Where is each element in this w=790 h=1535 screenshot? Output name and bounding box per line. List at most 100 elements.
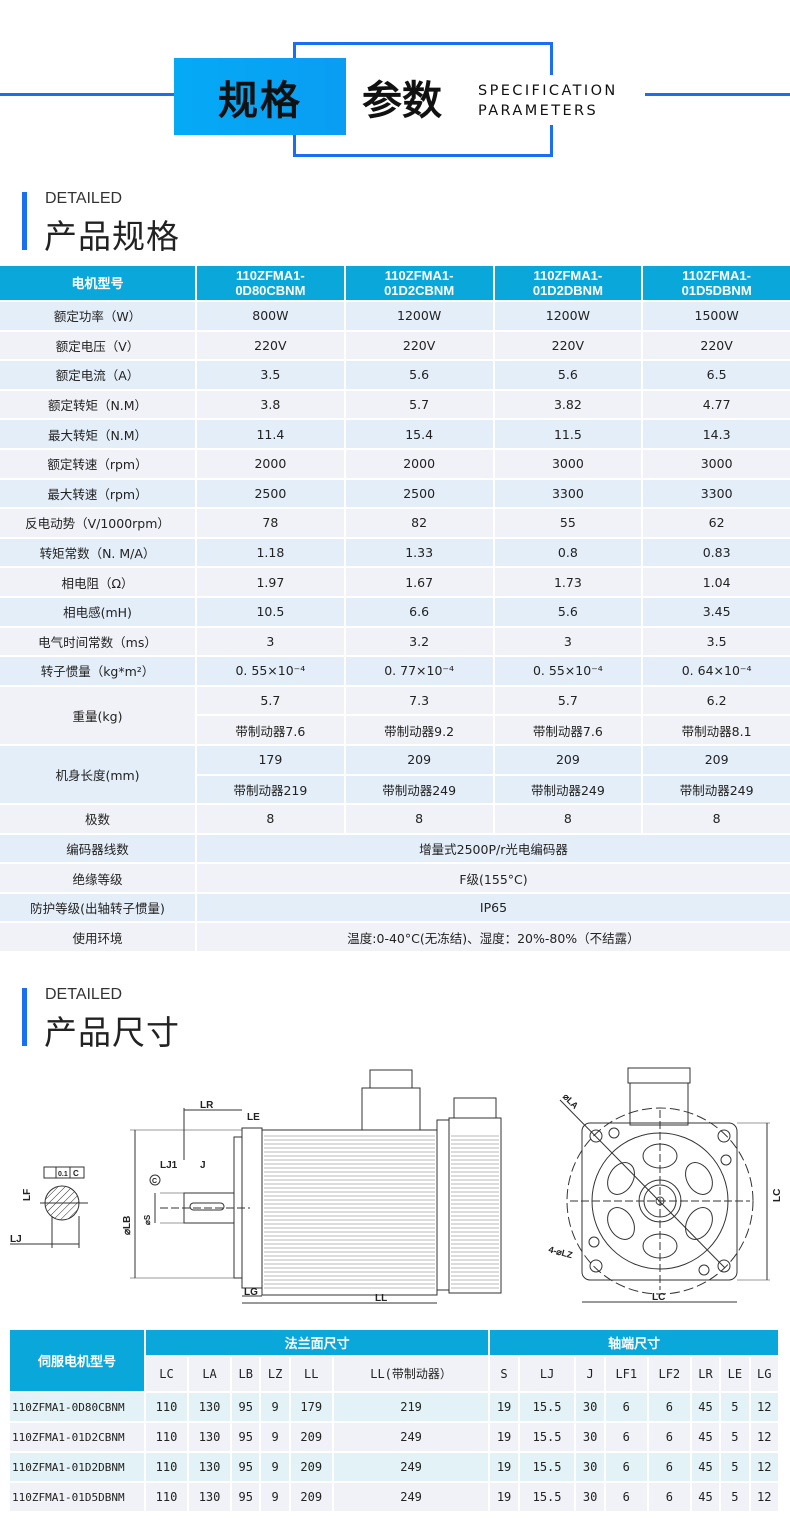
spec-value: 1500W	[643, 302, 790, 330]
column-header: S	[490, 1357, 518, 1391]
dimension-drawing: LF LJ 0.1 C LR LE LJ1 J C ⌀LB ⌀S LG LL ⌀…	[10, 1067, 783, 1304]
spec-label: 额定转速（rpm）	[0, 449, 195, 478]
spec-label: 额定转矩（N.M）	[0, 390, 195, 419]
spec-merged-value: F级(155°C)	[197, 864, 790, 892]
spec-value: 3.2	[345, 627, 493, 656]
column-header: LG	[750, 1357, 778, 1391]
spec-value: 3.5	[197, 361, 344, 389]
dim-value: 15.5	[519, 1393, 575, 1421]
spec-row: 绝缘等级 F级(155°C)	[0, 864, 790, 892]
dim-value: 19	[490, 1393, 518, 1421]
spec-label: 防护等级(出轴转子惯量)	[0, 893, 195, 922]
section-eyebrow: DETAILED	[45, 190, 123, 207]
spec-value: 220V	[494, 331, 642, 360]
section-title: 产品尺寸	[44, 1013, 180, 1052]
spec-label: 转子惯量（kg*m²）	[0, 657, 195, 685]
spec-row: 机身长度(mm) 179 209 209 209	[0, 745, 790, 804]
spec-merged-value: 温度:0-40°C(无冻结)、湿度：20%-80%（不结露）	[197, 923, 790, 952]
motor-side-view: LR LE LJ1 J C ⌀LB ⌀S LG LL	[122, 1069, 502, 1304]
dim-value: 15.5	[519, 1423, 575, 1451]
subtitle-line2: PARAMETERS	[478, 103, 599, 119]
spec-value: 220V	[345, 331, 493, 360]
model-cell: 110ZFMA1-01D2DBNM	[10, 1453, 144, 1481]
spec-value: 209	[643, 745, 790, 774]
spec-row: 转矩常数（N. M/A） 1.18 1.33 0.8 0.83	[0, 538, 790, 567]
model-header-line: 110ZFMA1-	[384, 268, 454, 283]
shaft-section-view: LF LJ 0.1 C	[10, 1166, 88, 1248]
spec-row: 防护等级(出轴转子惯量) IP65	[0, 893, 790, 922]
model-header-line: 0D80CBNM	[235, 283, 306, 298]
spec-row: 额定转矩（N.M） 3.8 5.7 3.82 4.77	[0, 390, 790, 419]
spec-value: 78	[197, 509, 344, 537]
column-header: LA	[189, 1357, 231, 1391]
group-flange: 法兰面尺寸	[146, 1330, 489, 1355]
dim-value: 9	[261, 1453, 289, 1481]
dim-column-row: LC LA LB LZ LL LL(带制动器） S LJ J LF1 LF2 LR LE LG	[10, 1357, 778, 1391]
label-lz: 4-⌀LZ	[547, 1244, 574, 1260]
spec-value: 220V	[643, 331, 790, 360]
spec-label: 反电动势（V/1000rpm）	[0, 509, 195, 537]
spec-label: 最大转矩（N.M）	[0, 420, 195, 448]
spec-value: 0. 77×10⁻⁴	[345, 657, 493, 685]
spec-value: 5.7	[197, 686, 344, 715]
dim-value: 209	[290, 1483, 332, 1511]
spec-row: 转子惯量（kg*m²） 0. 55×10⁻⁴ 0. 77×10⁻⁴ 0. 55×10⁻…	[0, 657, 790, 685]
spec-value: 2500	[197, 479, 344, 508]
spec-value: 1.04	[643, 568, 790, 596]
spec-value: 1200W	[494, 302, 642, 330]
spec-label: 使用环境	[0, 923, 195, 952]
section-bar	[22, 988, 27, 1046]
label-tol: 0.1	[58, 1171, 68, 1178]
spec-value: 1.97	[197, 568, 344, 596]
model-header-line: 110ZFMA1-	[533, 268, 603, 283]
spec-label: 相电阻（Ω）	[0, 568, 195, 596]
spec-value: 4.77	[643, 390, 790, 419]
label-lc-horizontal: LC	[652, 1292, 665, 1303]
spec-value: 209	[494, 745, 642, 774]
spec-merged-value: 增量式2500P/r光电编码器	[197, 834, 790, 863]
spec-row: 极数 8 8 8 8	[0, 805, 790, 833]
spec-value: 800W	[197, 302, 344, 330]
spec-value: 11.4	[197, 420, 344, 448]
dim-value: 130	[189, 1453, 231, 1481]
dim-value: 30	[576, 1393, 604, 1421]
spec-value: 8	[494, 805, 642, 833]
header-line-right	[645, 93, 790, 96]
spec-value: 带制动器8.1	[643, 716, 790, 744]
corner-header: 电机型号	[0, 266, 195, 300]
dim-group-row: 伺服电机型号 法兰面尺寸 轴端尺寸	[10, 1330, 778, 1391]
spec-value: 1.73	[494, 568, 642, 596]
motor-front-view: ⌀LA 4-⌀LZ LC LC	[547, 1067, 783, 1303]
column-header: LL	[290, 1357, 332, 1391]
spec-value: 179	[197, 745, 344, 774]
spec-value: 8	[345, 805, 493, 833]
dim-value: 130	[189, 1423, 231, 1451]
label-j: J	[200, 1160, 206, 1171]
spec-value: 1.33	[345, 538, 493, 567]
spec-row: 使用环境 温度:0-40°C(无冻结)、湿度：20%-80%（不结露）	[0, 923, 790, 952]
dim-value: 9	[261, 1483, 289, 1511]
dim-value: 45	[691, 1483, 720, 1511]
spec-value: 带制动器249	[643, 775, 790, 804]
header-title-b: 参数	[362, 68, 442, 126]
spec-value: 带制动器249	[494, 775, 642, 804]
spec-row: 最大转矩（N.M） 11.4 15.4 11.5 14.3	[0, 420, 790, 448]
dim-value: 5	[721, 1453, 749, 1481]
model-header: 110ZFMA1- 0D80CBNM	[197, 266, 344, 300]
spec-label: 最大转速（rpm）	[0, 479, 195, 508]
dim-value: 179	[290, 1393, 332, 1421]
group-shaft: 轴端尺寸	[490, 1330, 778, 1355]
spec-merged-value: IP65	[197, 893, 790, 922]
dim-value: 45	[691, 1393, 720, 1421]
dimension-table: 伺服电机型号 法兰面尺寸 轴端尺寸 LC LA LB LZ LL LL(带制动器） S LJ J LF1…	[8, 1328, 780, 1513]
model-header: 110ZFMA1- 01D2CBNM	[345, 266, 493, 300]
spec-row: 相电感(mH) 10.5 6.6 5.6 3.45	[0, 597, 790, 626]
model-header-line: 110ZFMA1-	[682, 268, 751, 283]
dim-value: 219	[333, 1393, 489, 1421]
dim-value: 45	[691, 1453, 720, 1481]
spec-value: 0.8	[494, 538, 642, 567]
spec-label: 编码器线数	[0, 834, 195, 863]
spec-row-brake: 带制动器219 带制动器249 带制动器249 带制动器249	[0, 775, 790, 804]
dim-value: 19	[490, 1453, 518, 1481]
spec-value: 5.7	[345, 390, 493, 419]
